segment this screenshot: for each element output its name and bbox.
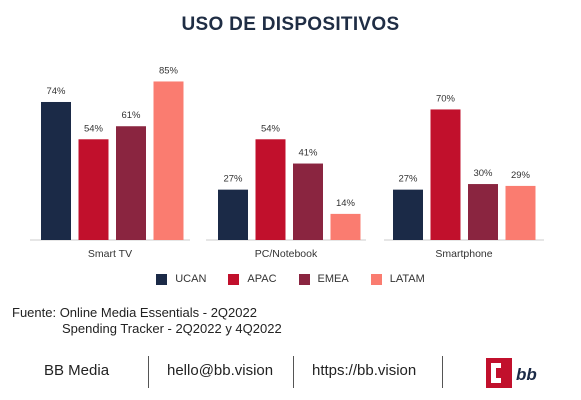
category-label: Smart TV (88, 248, 132, 260)
footer-website[interactable]: https://bb.vision (312, 362, 417, 379)
source-note: Fuente: Online Media Essentials - 2Q2022… (12, 305, 282, 337)
legend: UCAN APAC EMEA LATAM (0, 273, 581, 285)
bar-apac-pc-notebook (255, 139, 286, 240)
category-label: Smartphone (435, 248, 492, 260)
data-label: 27% (398, 174, 418, 185)
data-label: 41% (298, 148, 318, 159)
footer: BB Media hello@bb.vision https://bb.visi… (0, 352, 581, 394)
bar-latam-pc-notebook (330, 213, 361, 240)
source-line-2: Spending Tracker - 2Q2022 y 4Q2022 (62, 321, 282, 336)
legend-item-ucan: UCAN (156, 273, 206, 285)
legend-label-ucan: UCAN (175, 273, 207, 285)
data-label: 54% (84, 123, 104, 134)
legend-swatch-latam (370, 273, 382, 285)
bb-media-logo: bb (486, 358, 537, 388)
bar-emea-smart-tv (116, 126, 146, 240)
legend-label-emea: EMEA (317, 273, 349, 285)
legend-swatch-ucan (156, 273, 168, 285)
source-line-1: Fuente: Online Media Essentials - 2Q2022 (12, 305, 257, 320)
bar-ucan-smartphone (393, 189, 423, 240)
category-label: PC/Notebook (255, 248, 318, 260)
data-label: 61% (121, 110, 141, 121)
footer-divider (442, 356, 443, 388)
data-label: 85% (159, 65, 179, 76)
legend-item-emea: EMEA (298, 273, 349, 285)
data-label: 29% (511, 170, 531, 181)
legend-item-latam: LATAM (370, 273, 425, 285)
legend-swatch-emea (298, 273, 310, 285)
data-label: 54% (261, 123, 281, 134)
logo-mark-notch (496, 368, 512, 378)
bar-latam-smartphone (505, 185, 536, 240)
footer-email[interactable]: hello@bb.vision (167, 362, 274, 379)
data-label: 30% (473, 168, 493, 179)
legend-item-apac: APAC (228, 273, 277, 285)
footer-divider (293, 356, 294, 388)
bar-latam-smart-tv (153, 81, 184, 240)
data-label: 14% (336, 198, 356, 209)
bar-emea-smartphone (468, 184, 498, 240)
footer-company: BB Media (44, 362, 110, 379)
bar-ucan-pc-notebook (218, 189, 248, 240)
bar-chart: 74% 54% 61% 85% Smart TV 27% 54% 41% 14% PC/Noteb… (30, 65, 544, 260)
logo-text: bb (516, 365, 537, 384)
legend-label-apac: APAC (247, 273, 277, 285)
bar-ucan-smart-tv (41, 101, 71, 241)
data-label: 74% (46, 86, 66, 97)
footer-divider (148, 356, 149, 388)
bar-apac-smart-tv (78, 139, 109, 240)
legend-label-latam: LATAM (389, 273, 425, 285)
bar-emea-pc-notebook (293, 163, 323, 240)
data-label: 70% (436, 93, 456, 104)
legend-swatch-apac (228, 273, 240, 285)
chart-title: USO DE DISPOSITIVOS (181, 14, 400, 35)
bar-apac-smartphone (430, 109, 461, 240)
data-label: 27% (223, 174, 243, 185)
